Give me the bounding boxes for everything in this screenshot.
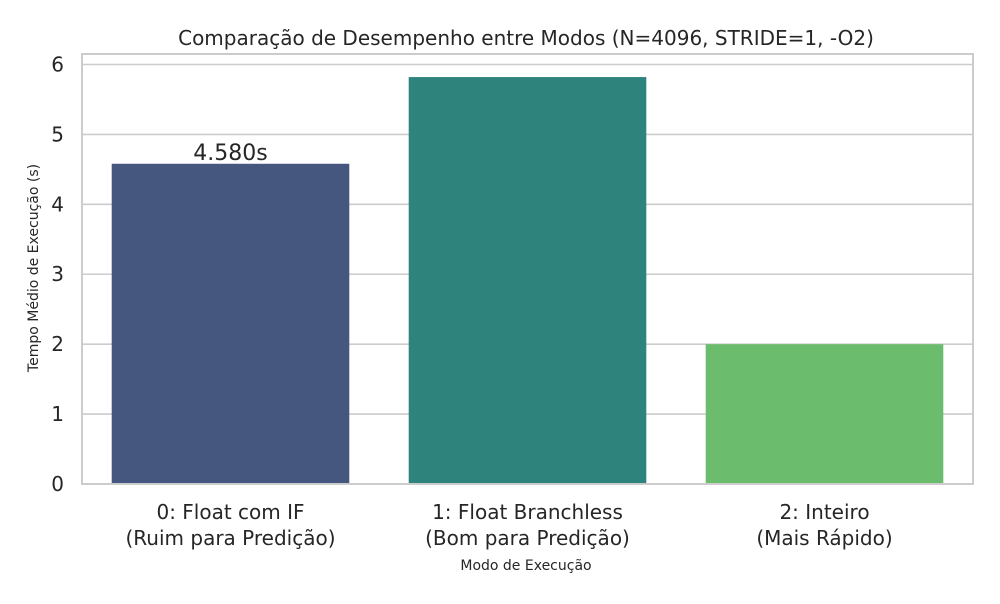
bar-2 bbox=[705, 344, 944, 484]
bars bbox=[111, 77, 944, 485]
chart-title: Comparação de Desempenho entre Modos (N=… bbox=[178, 26, 874, 50]
data-labels: 4.580s bbox=[193, 141, 267, 166]
y-tick-label: 2 bbox=[51, 332, 64, 356]
x-tick-label-0-line-0: 0: Float com IF bbox=[156, 500, 304, 524]
x-tick-label-2-line-0: 2: Inteiro bbox=[779, 500, 869, 524]
data-label-0: 4.580s bbox=[193, 141, 267, 166]
y-tick-label: 5 bbox=[51, 122, 64, 146]
y-tick-label: 4 bbox=[51, 192, 64, 216]
y-tick-label: 3 bbox=[51, 262, 64, 286]
x-tick-label-2-line-1: (Mais Rápido) bbox=[756, 526, 892, 550]
y-tick-labels: 0 1 2 3 4 5 6 bbox=[51, 52, 64, 496]
plot-frame bbox=[81, 53, 974, 485]
x-tick-label-1-line-1: (Bom para Predição) bbox=[425, 526, 630, 550]
x-tick-label-0-line-1: (Ruim para Predição) bbox=[126, 526, 336, 550]
x-tick-label-1-line-0: 1: Float Branchless bbox=[432, 500, 623, 524]
y-axis-label: Tempo Médio de Execução (s) bbox=[26, 164, 42, 373]
x-axis-label: Modo de Execução bbox=[460, 558, 591, 574]
bar-1 bbox=[408, 77, 647, 484]
y-tick-label: 6 bbox=[51, 52, 64, 76]
bar-0 bbox=[111, 163, 350, 485]
y-tick-label: 0 bbox=[51, 472, 64, 496]
y-tick-label: 1 bbox=[51, 402, 64, 426]
x-tick-labels: 0: Float com IF(Ruim para Predição) 1: Fl… bbox=[126, 500, 893, 550]
